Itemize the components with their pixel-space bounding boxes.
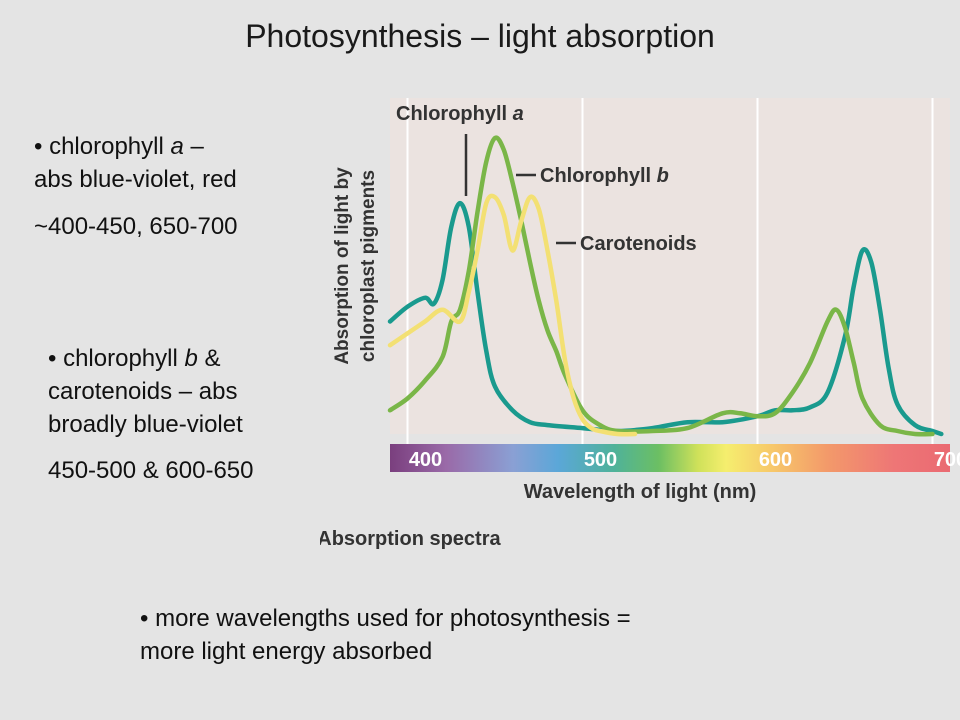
- note-summary: • more wavelengths used for photosynthes…: [140, 602, 631, 668]
- note-summary-line1: • more wavelengths used for photosynthes…: [140, 605, 631, 632]
- y-axis-label-line2: chloroplast pigments: [358, 170, 379, 362]
- series-label-chlorophyll-b: Chlorophyll b: [540, 165, 669, 187]
- series-line-chlorophyll-b: [387, 135, 935, 437]
- series-label-carotenoids: Carotenoids: [580, 233, 697, 255]
- series-label-chlorophyll-a: Chlorophyll a: [396, 103, 524, 125]
- series-line-carotenoids: [387, 193, 638, 437]
- series-labels: Chlorophyll a Chlorophyll b Carotenoids: [396, 103, 697, 255]
- note-chlorophyll-b-range: 450-500 & 600-650: [48, 457, 254, 484]
- note-chlorophyll-a-line2: abs blue-violet, red: [34, 166, 237, 193]
- y-axis-label-line1: Absorption of light by: [332, 167, 353, 365]
- chart-caption: (a) Absorption spectra: [320, 528, 501, 550]
- x-tick-label-700: 700: [934, 449, 960, 471]
- note-chlorophyll-b-line1: • chlorophyll b &: [48, 345, 221, 372]
- note-chlorophyll-a-range: ~400-450, 650-700: [34, 213, 238, 240]
- gridlines: [406, 98, 934, 472]
- note-summary-line2: more light energy absorbed: [140, 638, 433, 665]
- x-tick-label-500: 500: [584, 449, 617, 471]
- note-chlorophyll-b: • chlorophyll b & carotenoids – abs broa…: [48, 342, 254, 487]
- absorption-chart: 400 500 600 700 Wavelength of light (nm) Ab…: [320, 98, 960, 550]
- series-line-chlorophyll-a: [387, 200, 944, 437]
- note-chlorophyll-b-line3: broadly blue-violet: [48, 411, 243, 438]
- x-axis-label: Wavelength of light (nm): [524, 481, 757, 503]
- series-lines: [387, 135, 944, 437]
- note-chlorophyll-a: • chlorophyll a – abs blue-violet, red ~…: [34, 130, 238, 243]
- note-chlorophyll-b-line2: carotenoids – abs: [48, 378, 238, 405]
- x-tick-labels: 400 500 600 700: [409, 449, 960, 471]
- x-tick-label-600: 600: [759, 449, 792, 471]
- note-chlorophyll-a-line1: • chlorophyll a –: [34, 133, 204, 160]
- slide-title: Photosynthesis – light absorption: [245, 18, 715, 54]
- x-tick-label-400: 400: [409, 449, 442, 471]
- spectrum-bar: [390, 444, 950, 472]
